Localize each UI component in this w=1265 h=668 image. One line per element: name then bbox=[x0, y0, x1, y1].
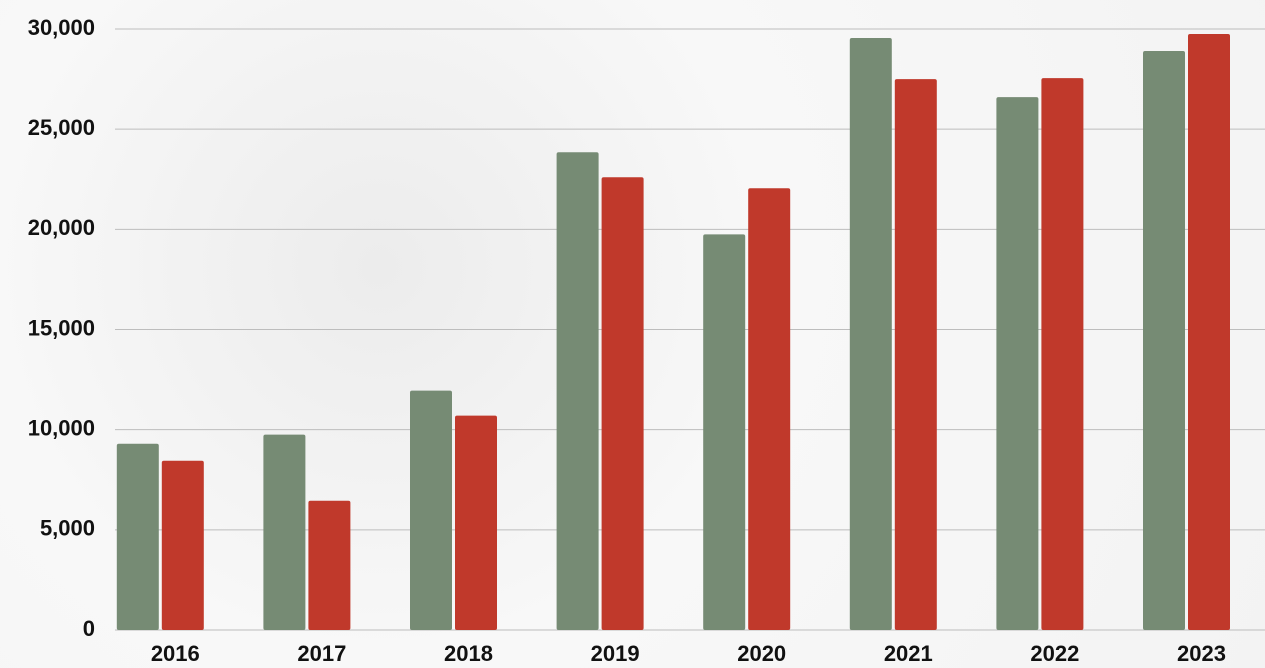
bar bbox=[602, 177, 644, 630]
bar bbox=[748, 188, 790, 630]
bar bbox=[1143, 51, 1185, 630]
x-tick-label: 2017 bbox=[297, 641, 346, 666]
x-tick-label: 2019 bbox=[591, 641, 640, 666]
bar bbox=[557, 152, 599, 630]
bar bbox=[263, 435, 305, 630]
y-tick-label: 10,000 bbox=[28, 415, 95, 440]
x-tick-label: 2020 bbox=[737, 641, 786, 666]
bar bbox=[996, 97, 1038, 630]
x-tick-label: 2018 bbox=[444, 641, 493, 666]
chart: 0 5,000 10,000 15,000 20,000 25,000 30,000 2016… bbox=[0, 0, 1265, 668]
x-tick-label: 2022 bbox=[1030, 641, 1079, 666]
y-tick-label: 30,000 bbox=[28, 15, 95, 40]
bar bbox=[1041, 78, 1083, 630]
x-tick-label: 2023 bbox=[1177, 641, 1226, 666]
y-tick-label: 20,000 bbox=[28, 215, 95, 240]
x-tick-label: 2016 bbox=[151, 641, 200, 666]
bar bbox=[117, 444, 159, 630]
x-tick-label: 2021 bbox=[884, 641, 933, 666]
y-tick-label: 25,000 bbox=[28, 115, 95, 140]
bar bbox=[455, 416, 497, 630]
bar bbox=[703, 234, 745, 630]
bar bbox=[410, 391, 452, 630]
bar bbox=[1188, 34, 1230, 630]
bar bbox=[850, 38, 892, 630]
bar bbox=[162, 461, 204, 630]
y-tick-label: 15,000 bbox=[28, 315, 95, 340]
y-tick-label: 5,000 bbox=[40, 516, 95, 541]
y-tick-label: 0 bbox=[83, 616, 95, 641]
bar bbox=[895, 79, 937, 630]
bar bbox=[308, 501, 350, 630]
